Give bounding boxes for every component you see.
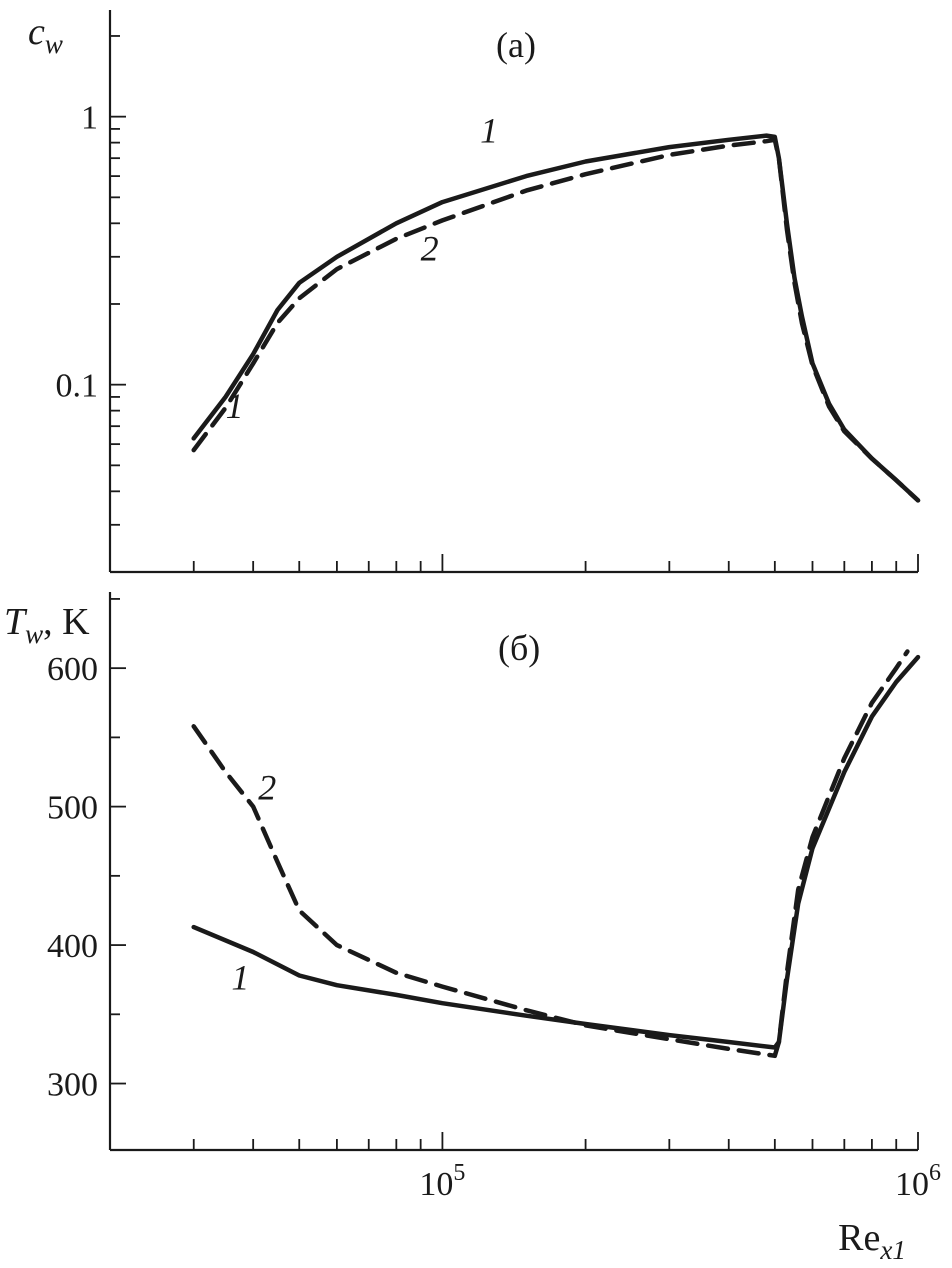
series-dashed-line: [191, 649, 910, 1059]
panel-b-label: (б): [498, 628, 540, 668]
x-axis-title-sub: x1: [879, 1235, 905, 1265]
x-tick-label: 105: [419, 1160, 465, 1203]
x-tick-label-exponent: 6: [929, 1160, 941, 1186]
y-tick-label: 0.1: [56, 368, 99, 405]
x-axis-title: Rex1: [838, 1217, 906, 1265]
panel-a-x-ticks: [192, 554, 919, 572]
panel-b-y-axis-title-main: T: [4, 601, 28, 643]
y-tick-label: 300: [47, 1067, 98, 1104]
y-tick-label: 1: [81, 100, 98, 137]
panel-a-y-axis-title: cw: [28, 11, 63, 59]
panel-b-y-axis-title-unit: , K: [43, 601, 90, 643]
panel-b-curve-labels: 21: [231, 768, 276, 998]
panel-b-y-axis-title: Tw, K: [4, 601, 90, 649]
x-tick-label: 106: [895, 1160, 941, 1203]
series-solid-line: [191, 654, 921, 1050]
curve-label: 2: [421, 229, 439, 269]
panel-b-y-ticks: 300 400 500 600: [47, 598, 126, 1104]
panel-a-y-ticks: 0.11: [56, 35, 126, 573]
panel-a-label: (a): [496, 25, 536, 65]
panel-a-y-axis-title-sub: w: [45, 29, 63, 59]
panel-b-y-axis-title-sub: w: [25, 619, 43, 649]
panel-b-x-ticks: 105 106: [192, 1132, 941, 1203]
y-tick-label: 500: [47, 790, 98, 827]
x-tick-label-base: 10: [895, 1166, 929, 1203]
y-tick-label: 600: [47, 651, 98, 688]
curve-label: 1: [231, 957, 249, 997]
panel-a-cw-chart: 0.11 121 (a) cw: [28, 10, 921, 574]
curve-label: 2: [258, 768, 276, 808]
panel-a-curve-labels: 1 2 1: [226, 111, 498, 427]
panel-a-y-axis-title-main: c: [28, 11, 45, 53]
series-dashed-line: [191, 137, 921, 503]
panel-b-series: [191, 649, 921, 1059]
series-solid-line: [191, 133, 921, 503]
curve-label: 1: [226, 386, 244, 426]
panel-a-series: [191, 133, 921, 503]
y-tick-label: 400: [47, 928, 98, 965]
x-tick-label-base: 10: [419, 1166, 453, 1203]
curve-label: 1: [480, 111, 498, 151]
x-tick-label-exponent: 5: [453, 1160, 465, 1186]
x-axis-title-main: Re: [838, 1217, 880, 1259]
